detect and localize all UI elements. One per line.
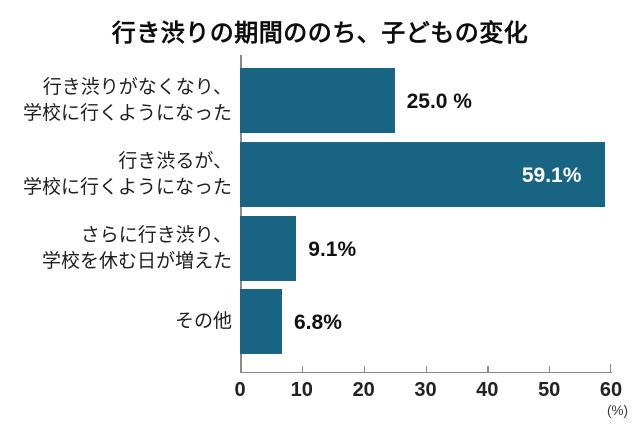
bar-value-label: 25.0 %	[406, 89, 472, 113]
bar	[240, 216, 297, 281]
category-label-line: 学校に行くようになった	[22, 102, 232, 124]
category-label-line: さらに行き渋り、	[80, 224, 232, 246]
x-axis-line	[240, 371, 612, 373]
category-label: 行き渋りがなくなり、学校に行くようになった	[0, 75, 232, 127]
category-label-line: 学校を休む日が増えた	[41, 250, 232, 272]
x-tick-label: 0	[234, 379, 246, 401]
x-tick-label: 60	[599, 379, 623, 401]
x-axis-tick	[363, 365, 365, 372]
bar	[240, 142, 606, 207]
x-tick-label: 20	[352, 379, 375, 401]
plot-area: 25.0 % 59.1% 9.1% 6.8%	[240, 55, 612, 373]
chart-title: 行き渋りの期間ののち、子どもの変化	[111, 20, 529, 47]
x-tick-label: 40	[476, 379, 499, 401]
bar	[240, 289, 282, 354]
bar	[240, 68, 395, 133]
bar-value-label: 9.1%	[308, 237, 357, 261]
x-tick-label: 10	[290, 379, 313, 401]
category-label: さらに行き渋り、学校を休む日が増えた	[0, 223, 232, 275]
x-tick-label: 50	[538, 379, 561, 401]
bar-value-label: 59.1%	[521, 163, 582, 187]
x-axis-tick	[609, 363, 611, 372]
y-axis-spine	[240, 55, 242, 373]
bar-value-label: 6.8%	[294, 310, 342, 334]
category-label-line: 行き渋るが、	[118, 150, 232, 172]
category-label-line: その他	[174, 310, 232, 332]
category-label: その他	[0, 309, 232, 335]
category-label-line: 学校に行くようになった	[22, 176, 232, 198]
category-label: 行き渋るが、学校に行くようになった	[0, 149, 232, 201]
x-axis-tick	[425, 365, 427, 372]
category-label-line: 行き渋りがなくなり、	[42, 76, 232, 98]
x-axis-tick	[487, 365, 489, 372]
axis-unit-label: (%)	[607, 403, 628, 418]
x-axis-tick	[549, 365, 551, 372]
x-axis-tick	[301, 365, 304, 372]
category-axis-labels: 行き渋りがなくなり、 学校に行くようになった 行き渋るが、 学校に行くようになった さら…	[0, 55, 232, 373]
x-tick-label: 30	[414, 379, 437, 401]
